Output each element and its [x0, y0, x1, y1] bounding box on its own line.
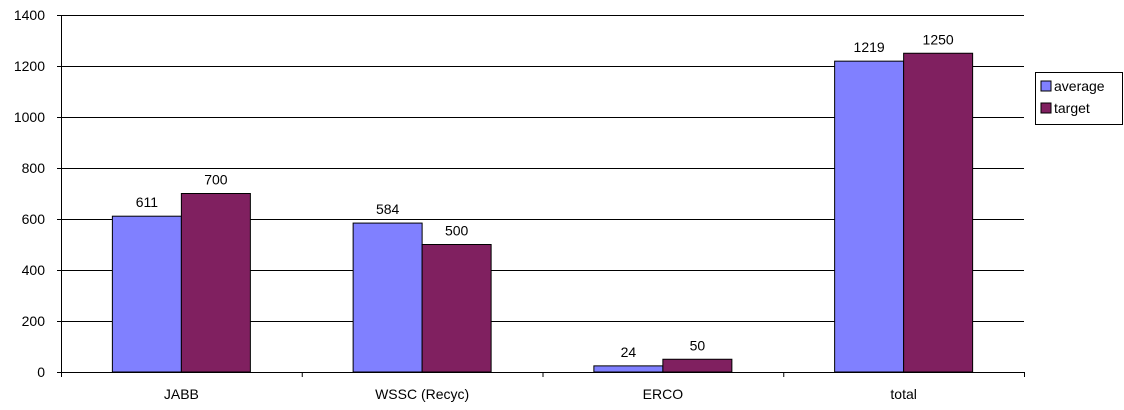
bar-target [662, 358, 733, 373]
y-tick-label: 1400 [14, 7, 45, 23]
bar-target [180, 193, 251, 373]
legend-swatch-target [1040, 102, 1052, 114]
data-label: 24 [621, 344, 637, 360]
x-tick-label: WSSC (Recyc) [375, 386, 469, 402]
y-tick-label: 800 [22, 160, 46, 176]
legend-label-target: target [1054, 100, 1090, 116]
legend: average target [1035, 72, 1123, 125]
legend-label-average: average [1054, 78, 1105, 94]
data-label: 584 [376, 201, 400, 217]
data-label: 700 [204, 172, 228, 188]
y-tick-label: 1200 [14, 58, 45, 74]
y-tick-label: 400 [22, 262, 46, 278]
data-label: 500 [445, 223, 469, 239]
bar-average [834, 60, 905, 373]
data-label: 611 [136, 194, 159, 210]
bar-target [421, 244, 492, 373]
bar-average [593, 365, 664, 373]
bar-target [903, 52, 974, 373]
x-tick-label: JABB [164, 386, 199, 402]
x-tick-labels: JABB WSSC (Recyc) ERCO total [164, 386, 917, 402]
bar-average [352, 222, 423, 373]
data-labels: 611 700 584 500 24 50 1219 1250 [136, 31, 954, 360]
bar-average [111, 215, 182, 373]
y-tick-label: 600 [22, 211, 46, 227]
y-tick-labels: 0 200 400 600 800 1000 1200 1400 [14, 7, 45, 380]
y-tick-label: 1000 [14, 109, 45, 125]
bar-group [111, 52, 974, 373]
legend-swatch-average [1040, 80, 1052, 92]
y-tick-label: 0 [37, 364, 45, 380]
axes [57, 15, 1025, 377]
data-label: 50 [690, 337, 706, 353]
data-label: 1219 [854, 39, 885, 55]
x-tick-label: ERCO [643, 386, 684, 402]
data-label: 1250 [923, 31, 954, 47]
y-tick-label: 200 [22, 313, 46, 329]
x-tick-label: total [890, 386, 916, 402]
